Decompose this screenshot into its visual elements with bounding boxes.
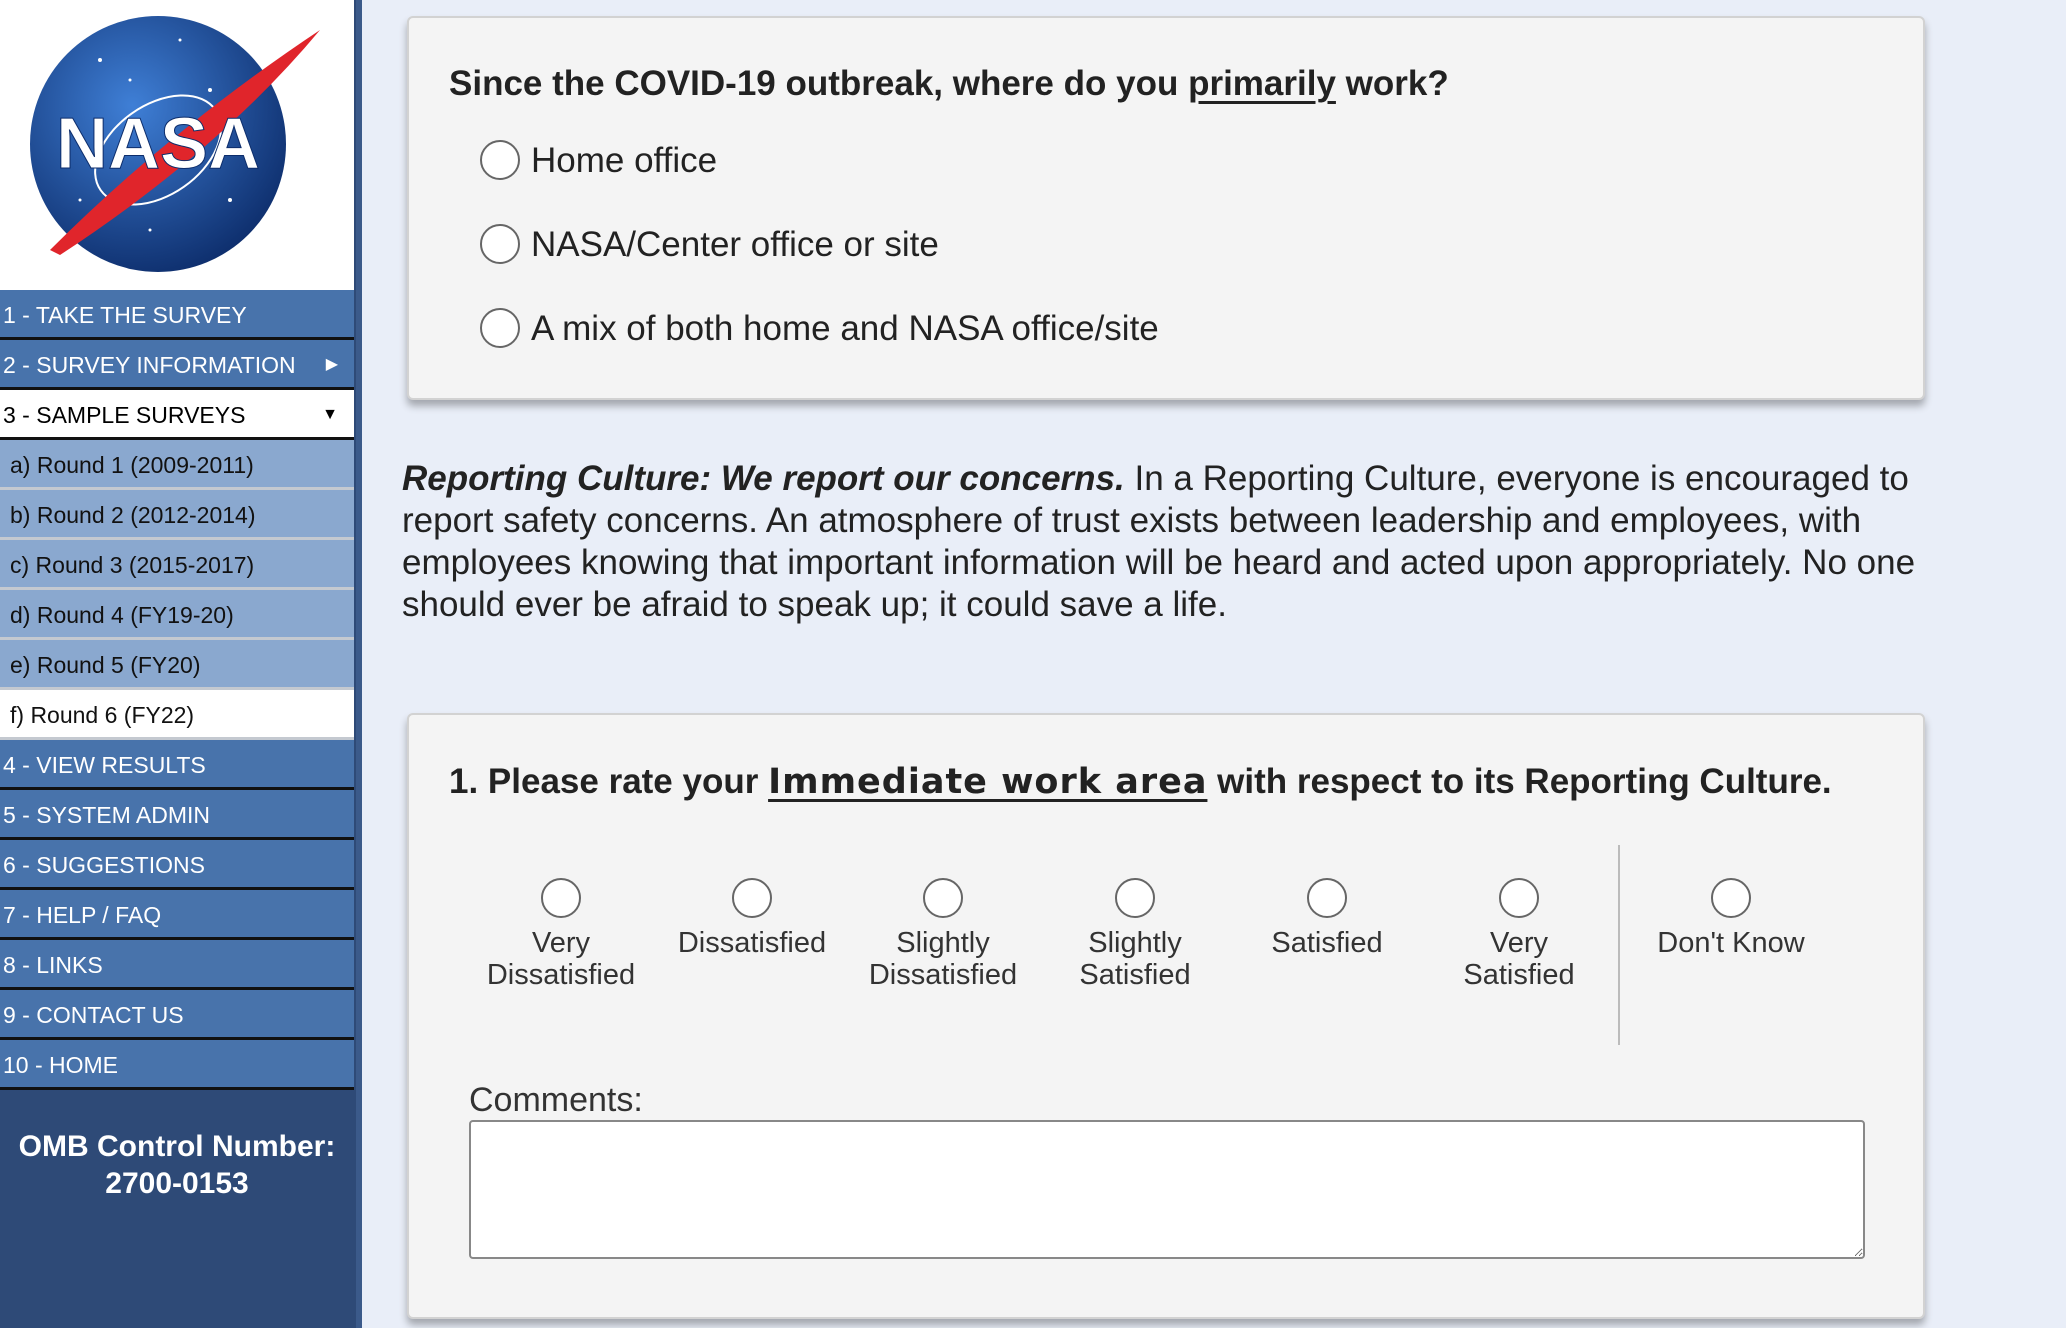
rating-label-line: Don't Know xyxy=(1657,927,1805,959)
rating-radio[interactable] xyxy=(1711,878,1751,918)
rating-label-line: Dissatisfied xyxy=(868,959,1018,991)
svg-text:NASA: NASA xyxy=(56,104,260,184)
rating-label[interactable]: Very Dissatisfied xyxy=(461,927,661,991)
sidebar-item-label: f) Round 6 (FY22) xyxy=(10,702,195,728)
culture-title: Reporting Culture: We report our concern… xyxy=(402,459,1125,498)
rating-label-line: Very xyxy=(531,927,591,959)
rating-label-line: Dissatisfied xyxy=(677,927,827,959)
reporting-culture-description: Reporting Culture: We report our concern… xyxy=(402,458,1932,626)
sidebar-item-label: d) Round 4 (FY19-20) xyxy=(10,602,234,628)
omb-label: OMB Control Number: xyxy=(18,1130,336,1163)
sidebar: NASA 1 - TAKE THE SURVEY 2 - SURVEY INFOR… xyxy=(0,0,362,1328)
covid-option-label[interactable]: NASA/Center office or site xyxy=(531,225,939,264)
rating-radio[interactable] xyxy=(923,878,963,918)
sidebar-item-15[interactable]: 10 - HOME xyxy=(0,1040,354,1090)
sidebar-item-label: c) Round 3 (2015-2017) xyxy=(10,552,255,578)
sidebar-item-label: e) Round 5 (FY20) xyxy=(10,652,201,678)
sidebar-item-11[interactable]: 6 - SUGGESTIONS xyxy=(0,840,354,890)
rating-radio[interactable] xyxy=(1307,878,1347,918)
rating-label[interactable]: Slightly Dissatisfied xyxy=(843,927,1043,991)
sidebar-item-label: b) Round 2 (2012-2014) xyxy=(10,502,256,528)
rating-label[interactable]: Slightly Satisfied xyxy=(1035,927,1235,991)
sidebar-item-label: 1 - TAKE THE SURVEY xyxy=(3,302,247,328)
covid-option-radio[interactable] xyxy=(480,224,520,264)
rating-label-line: Satisfied xyxy=(1079,959,1191,991)
covid-question-card: Since the COVID-19 outbreak, where do yo… xyxy=(407,16,1925,400)
rating-radio[interactable] xyxy=(541,878,581,918)
sidebar-item-label: 6 - SUGGESTIONS xyxy=(3,852,205,878)
rating-label[interactable]: Dissatisfied xyxy=(652,927,852,959)
rating-radio[interactable] xyxy=(1499,878,1539,918)
sidebar-item-3[interactable]: a) Round 1 (2009-2011) xyxy=(0,440,354,490)
sidebar-item-12[interactable]: 7 - HELP / FAQ xyxy=(0,890,354,940)
sidebar-item-label: 4 - VIEW RESULTS xyxy=(3,752,206,778)
sidebar-item-0[interactable]: 1 - TAKE THE SURVEY xyxy=(0,290,354,340)
rating-label[interactable]: Very Satisfied xyxy=(1419,927,1619,991)
sidebar-item-label: 10 - HOME xyxy=(3,1052,119,1078)
sidebar-item-label: a) Round 1 (2009-2011) xyxy=(10,452,254,478)
rating-label-line: Slightly xyxy=(896,927,990,959)
sidebar-item-label: 9 - CONTACT US xyxy=(3,1002,184,1028)
sidebar-item-label: 8 - LINKS xyxy=(3,952,103,978)
sidebar-item-10[interactable]: 5 - SYSTEM ADMIN xyxy=(0,790,354,840)
sidebar-item-label: 5 - SYSTEM ADMIN xyxy=(3,802,211,828)
sidebar-item-label: 3 - SAMPLE SURVEYS xyxy=(3,402,246,428)
rating-label-line: Slightly xyxy=(1088,927,1182,959)
rating-label[interactable]: Don't Know xyxy=(1631,927,1831,959)
sidebar-item-7[interactable]: e) Round 5 (FY20) xyxy=(0,640,354,690)
covid-option-label[interactable]: A mix of both home and NASA office/site xyxy=(531,309,1159,348)
covid-option-radio[interactable] xyxy=(480,140,520,180)
comments-input[interactable] xyxy=(469,1120,1865,1259)
sidebar-item-9[interactable]: 4 - VIEW RESULTS xyxy=(0,740,354,790)
omb-number: 2700-0153 xyxy=(105,1167,249,1200)
sidebar-item-1[interactable]: 2 - SURVEY INFORMATION ▶ xyxy=(0,340,354,390)
question-1-text: 1. Please rate your Immediate work area … xyxy=(449,762,1832,802)
rating-radio[interactable] xyxy=(732,878,772,918)
caret-right-icon: ▶ xyxy=(325,356,338,373)
sidebar-item-4[interactable]: b) Round 2 (2012-2014) xyxy=(0,490,354,540)
covid-option-label[interactable]: Home office xyxy=(531,141,718,180)
dont-know-divider xyxy=(1618,845,1620,1045)
rating-label-line: Satisfied xyxy=(1463,959,1575,991)
sidebar-item-8[interactable]: f) Round 6 (FY22) xyxy=(0,690,354,740)
question-1-card: 1. Please rate your Immediate work area … xyxy=(407,713,1925,1319)
rating-label-line: Very xyxy=(1489,927,1549,959)
sidebar-item-label: 7 - HELP / FAQ xyxy=(3,902,162,928)
culture-text: In a Reporting Culture, everyone is enco… xyxy=(402,459,1916,624)
rating-label[interactable]: Satisfied xyxy=(1227,927,1427,959)
omb-control-number: OMB Control Number: 2700-0153 xyxy=(0,1128,354,1202)
sidebar-item-14[interactable]: 9 - CONTACT US xyxy=(0,990,354,1040)
sidebar-item-2[interactable]: 3 - SAMPLE SURVEYS ▼ xyxy=(0,390,354,440)
sidebar-item-13[interactable]: 8 - LINKS xyxy=(0,940,354,990)
comments-label: Comments: xyxy=(469,1081,643,1119)
covid-question: Since the COVID-19 outbreak, where do yo… xyxy=(449,64,1449,103)
sidebar-item-label: 2 - SURVEY INFORMATION xyxy=(3,352,296,378)
rating-radio[interactable] xyxy=(1115,878,1155,918)
rating-label-line: Satisfied xyxy=(1271,927,1383,959)
covid-option-radio[interactable] xyxy=(480,308,520,348)
sidebar-item-5[interactable]: c) Round 3 (2015-2017) xyxy=(0,540,354,590)
caret-down-icon: ▼ xyxy=(322,406,338,423)
sidebar-item-6[interactable]: d) Round 4 (FY19-20) xyxy=(0,590,354,640)
nasa-logo[interactable]: NASA xyxy=(0,0,354,290)
rating-label-line: Dissatisfied xyxy=(486,959,636,991)
